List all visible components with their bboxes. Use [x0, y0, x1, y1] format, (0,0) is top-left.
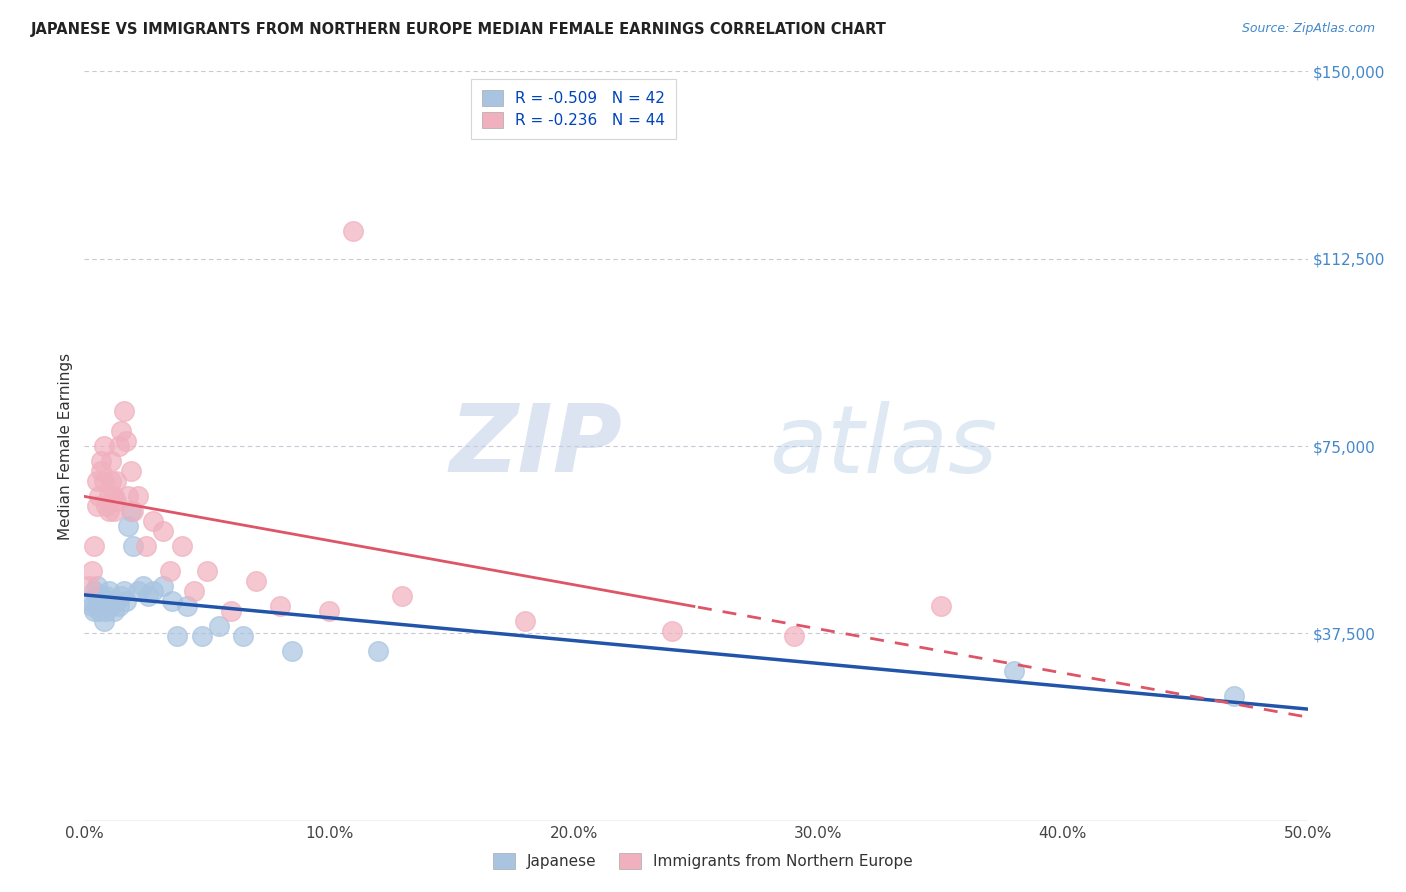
Point — [90, 464, 112, 478]
Point — [245, 574, 267, 588]
Point — [83, 583, 105, 598]
Point — [117, 489, 139, 503]
Point — [195, 564, 218, 578]
Point — [929, 599, 952, 613]
Point — [127, 489, 149, 503]
Point — [83, 539, 105, 553]
Text: JAPANESE VS IMMIGRANTS FROM NORTHERN EUROPE MEDIAN FEMALE EARNINGS CORRELATION C: JAPANESE VS IMMIGRANTS FROM NORTHERN EUR… — [31, 22, 887, 37]
Point — [112, 404, 135, 418]
Point — [97, 489, 120, 503]
Point — [110, 589, 132, 603]
Point — [1223, 689, 1246, 703]
Point — [96, 499, 118, 513]
Point — [513, 614, 536, 628]
Point — [367, 644, 389, 658]
Legend: Japanese, Immigrants from Northern Europe: Japanese, Immigrants from Northern Europ… — [486, 847, 920, 875]
Point — [107, 599, 129, 613]
Point — [281, 644, 304, 658]
Point — [162, 594, 184, 608]
Point — [269, 599, 291, 613]
Point — [97, 504, 120, 518]
Point — [105, 594, 128, 608]
Point — [132, 579, 155, 593]
Point — [159, 564, 181, 578]
Point — [80, 599, 103, 613]
Point — [120, 464, 142, 478]
Point — [97, 583, 120, 598]
Point — [191, 629, 214, 643]
Point — [100, 454, 122, 468]
Text: ZIP: ZIP — [450, 400, 623, 492]
Point — [122, 504, 145, 518]
Point — [100, 599, 122, 613]
Point — [77, 594, 100, 608]
Point — [115, 594, 138, 608]
Point — [86, 499, 108, 513]
Point — [103, 504, 125, 518]
Point — [93, 474, 115, 488]
Point — [117, 519, 139, 533]
Point — [391, 589, 413, 603]
Text: Source: ZipAtlas.com: Source: ZipAtlas.com — [1241, 22, 1375, 36]
Point — [86, 579, 108, 593]
Y-axis label: Median Female Earnings: Median Female Earnings — [58, 352, 73, 540]
Point — [342, 224, 364, 238]
Point — [208, 619, 231, 633]
Point — [103, 604, 125, 618]
Point — [176, 599, 198, 613]
Point — [219, 604, 242, 618]
Point — [142, 583, 165, 598]
Point — [86, 589, 108, 603]
Point — [96, 604, 118, 618]
Point — [232, 629, 254, 643]
Legend: R = -0.509   N = 42, R = -0.236   N = 44: R = -0.509 N = 42, R = -0.236 N = 44 — [471, 79, 676, 139]
Point — [152, 524, 174, 538]
Point — [107, 439, 129, 453]
Point — [183, 583, 205, 598]
Point — [318, 604, 340, 618]
Point — [122, 539, 145, 553]
Point — [112, 583, 135, 598]
Point — [136, 589, 159, 603]
Point — [87, 604, 110, 618]
Point — [87, 489, 110, 503]
Point — [86, 599, 108, 613]
Point — [103, 489, 125, 503]
Point — [90, 454, 112, 468]
Point — [105, 494, 128, 508]
Point — [135, 539, 157, 553]
Point — [142, 514, 165, 528]
Point — [93, 439, 115, 453]
Point — [96, 589, 118, 603]
Point — [110, 424, 132, 438]
Point — [105, 474, 128, 488]
Point — [152, 579, 174, 593]
Point — [115, 434, 138, 448]
Point — [90, 599, 112, 613]
Point — [97, 594, 120, 608]
Point — [93, 594, 115, 608]
Point — [1002, 664, 1025, 678]
Point — [90, 589, 112, 603]
Point — [93, 614, 115, 628]
Point — [166, 629, 188, 643]
Point — [120, 504, 142, 518]
Point — [172, 539, 194, 553]
Point — [783, 629, 806, 643]
Text: atlas: atlas — [769, 401, 998, 491]
Point — [127, 583, 149, 598]
Point — [100, 474, 122, 488]
Point — [80, 564, 103, 578]
Point — [77, 579, 100, 593]
Point — [83, 604, 105, 618]
Point — [87, 594, 110, 608]
Point — [661, 624, 683, 638]
Point — [86, 474, 108, 488]
